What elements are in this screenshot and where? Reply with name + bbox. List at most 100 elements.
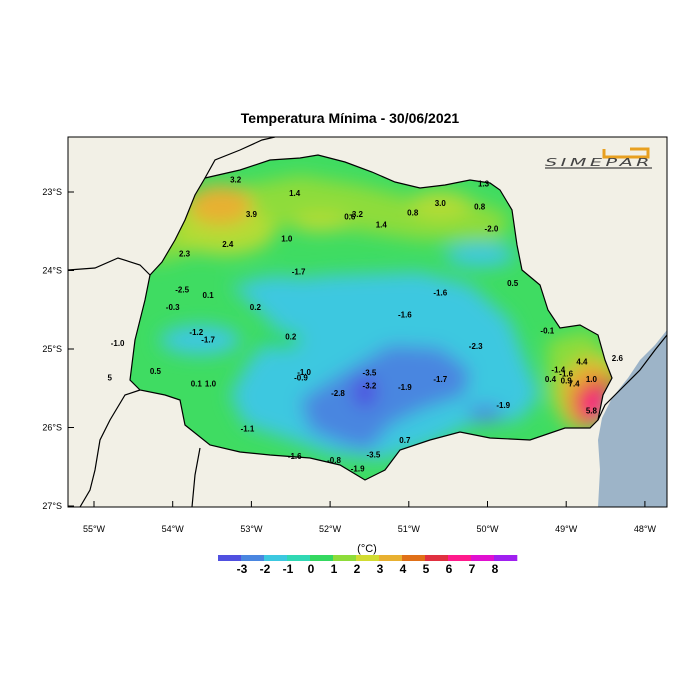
colorbar-label: 0	[308, 562, 315, 576]
station-value: 1.4	[289, 189, 301, 198]
station-value: -3.5	[363, 369, 377, 378]
station-value: -1.4	[551, 366, 565, 375]
colorbar-label: 1	[331, 562, 338, 576]
station-value: 1.4	[376, 220, 388, 229]
station-value: -1.0	[297, 368, 311, 377]
station-value: 5.8	[586, 406, 598, 415]
station-value: 2.6	[612, 354, 624, 363]
colorbar-swatch	[448, 555, 472, 561]
station-value: 7.4	[569, 380, 581, 389]
station-value: -1.9	[496, 401, 510, 410]
colorbar-swatch	[241, 555, 265, 561]
station-value: 2.4	[222, 240, 234, 249]
colorbar-label: 7	[469, 562, 476, 576]
lon-label: 52°W	[319, 524, 342, 534]
station-value: -3.5	[366, 450, 380, 459]
station-value: -0.9	[294, 373, 308, 382]
lon-label: 55°W	[83, 524, 106, 534]
station-value: 5	[108, 373, 113, 382]
colorbar-swatch	[310, 555, 334, 561]
station-value: -1.6	[288, 452, 302, 461]
station-value: -1.6	[398, 311, 412, 320]
colorbar-label: 4	[400, 562, 407, 576]
colorbar: -3 -2 -1 0 1 2 3 4 5 6 7 8	[218, 555, 518, 576]
station-value: -1.1	[241, 424, 255, 433]
lon-label: 50°W	[476, 524, 499, 534]
station-value: -2.8	[331, 389, 345, 398]
map-title: Temperatura Mínima - 30/06/2021	[240, 110, 460, 126]
station-value: -0.1	[540, 326, 554, 335]
map-frame	[67, 136, 668, 508]
colorbar-unit-label: (°C)	[357, 543, 377, 555]
station-value: 0.1	[191, 380, 203, 389]
lat-label: 26°S	[42, 423, 62, 433]
lat-label: 25°S	[42, 344, 62, 354]
station-value: 1.0	[205, 380, 217, 389]
station-value: 0.1	[203, 291, 215, 300]
station-value: 2.3	[179, 249, 191, 258]
station-value: 0.6	[344, 212, 356, 221]
station-value: 0.7	[399, 436, 411, 445]
colorbar-swatch	[471, 555, 495, 561]
axis-ticks: 23°S 24°S 25°S 26°S 27°S 55°W 54°W 53°W 52°W 51°W…	[42, 187, 656, 534]
station-value: 0.2	[250, 303, 262, 312]
station-value: -1.6	[559, 369, 573, 378]
colorbar-label: 8	[492, 562, 499, 576]
colorbar-label: 6	[446, 562, 453, 576]
station-value: 1.3	[478, 180, 490, 189]
state-outline	[129, 154, 613, 481]
lat-label: 24°S	[42, 266, 62, 276]
colorbar-swatch	[494, 555, 518, 561]
station-value: -1.9	[398, 383, 412, 392]
station-value: -2.3	[469, 342, 483, 351]
station-value: -1.6	[433, 289, 447, 298]
station-value: 0.9	[561, 377, 573, 386]
colorbar-swatch	[402, 555, 426, 561]
lon-label: 49°W	[555, 524, 578, 534]
lon-label: 48°W	[634, 524, 657, 534]
colorbar-swatch	[264, 555, 288, 561]
station-value: -1.9	[351, 464, 365, 473]
logo-text: SIMEPAR	[545, 156, 653, 169]
station-value: 0.4	[545, 375, 557, 384]
colorbar-label: -1	[283, 562, 294, 576]
colorbar-label: 3	[377, 562, 384, 576]
station-value: 3.0	[435, 199, 447, 208]
station-value: 0.5	[150, 367, 162, 376]
station-value: 1.0	[281, 234, 293, 243]
station-value: -1.7	[433, 375, 447, 384]
colorbar-swatch	[218, 555, 242, 561]
station-value: -3.2	[349, 210, 363, 219]
colorbar-swatch	[356, 555, 380, 561]
colorbar-label: -2	[260, 562, 271, 576]
station-value: 0.8	[474, 202, 486, 211]
station-value: 0.8	[407, 209, 419, 218]
station-value: -2.5	[175, 285, 189, 294]
station-value: 0.5	[507, 279, 519, 288]
lat-label: 27°S	[42, 501, 62, 511]
neighbor-boundaries	[68, 137, 667, 507]
colorbar-swatch	[333, 555, 357, 561]
station-labels: 3.21.43.9 0.6-3.21.40.83.0 0.81.3-2.01.02.…	[108, 176, 624, 474]
station-value: -1.7	[292, 267, 306, 276]
colorbar-swatch	[379, 555, 403, 561]
station-value: -0.8	[327, 456, 341, 465]
logo-mark-icon	[602, 147, 650, 159]
station-value: 1.0	[586, 375, 598, 384]
lon-label: 51°W	[398, 524, 421, 534]
station-value: 3.9	[246, 210, 258, 219]
colorbar-swatch	[425, 555, 449, 561]
station-value: -0.3	[166, 303, 180, 312]
simepar-logo: SIMEPAR	[545, 147, 653, 169]
lon-label: 53°W	[240, 524, 263, 534]
station-value: 0.2	[285, 333, 297, 342]
station-value: -3.2	[363, 381, 377, 390]
colorbar-label: 2	[354, 562, 361, 576]
temperature-field	[130, 155, 612, 480]
station-value: -2.0	[485, 224, 499, 233]
lat-label: 23°S	[42, 187, 62, 197]
colorbar-label: -3	[237, 562, 248, 576]
station-value: -1.0	[111, 339, 125, 348]
ocean-area	[598, 330, 667, 507]
